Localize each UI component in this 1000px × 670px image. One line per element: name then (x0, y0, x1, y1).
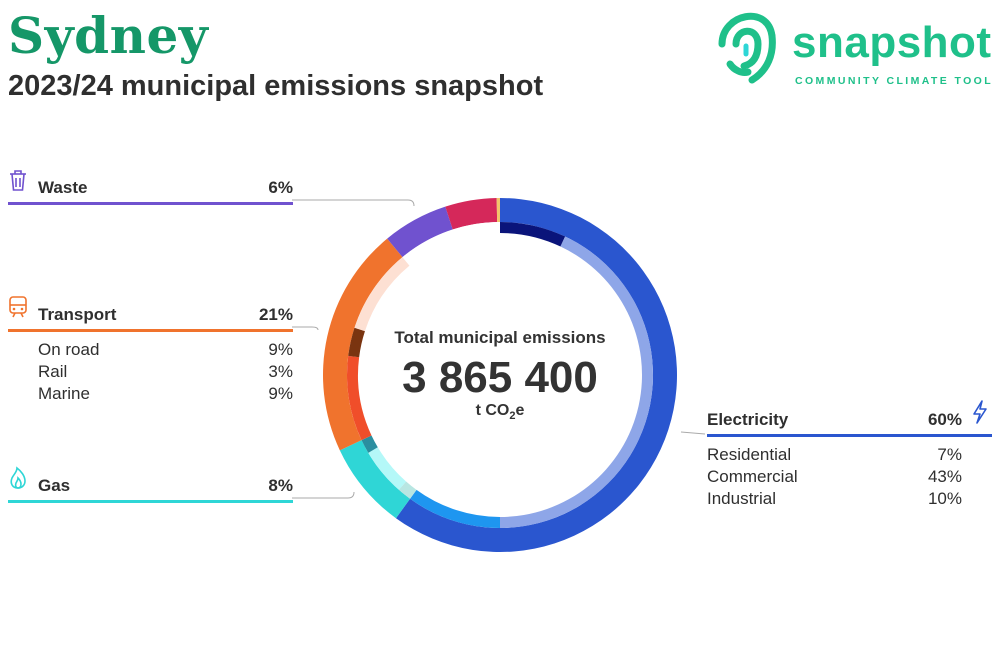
leader-line-transport (292, 326, 319, 331)
inner-ring (347, 222, 653, 528)
outer-ring-slice-segment-5 (496, 198, 500, 223)
leader-line-waste (292, 199, 415, 207)
category-pct-electricity: 60% (927, 410, 962, 429)
page-subtitle: 2023/24 municipal emissions snapshot (8, 70, 544, 102)
category-name-electricity: Electricity (707, 410, 789, 429)
inner-ring-slice-segment-9 (402, 222, 500, 266)
train-icon (9, 296, 27, 318)
outer-ring-slice-gas (339, 440, 411, 519)
unit-prefix: t CO (475, 402, 510, 419)
category-gas: Gas 8% (8, 466, 293, 503)
breakdown-pct: 43% (927, 467, 962, 486)
breakdown-row: Industrial 10% (707, 489, 962, 511)
inner-ring-slice-segment-5 (361, 435, 378, 453)
breakdown-pct: 3% (268, 362, 293, 381)
inner-ring-slice-segment-3 (398, 481, 417, 499)
logo-wordmark: snapshot (792, 18, 992, 67)
breakdown-pct: 7% (937, 445, 962, 464)
breakdown-pct: 10% (927, 489, 962, 508)
electricity-breakdown: Residential 7% Commercial 43% Industrial… (707, 445, 992, 511)
breakdown-name: Commercial (707, 467, 798, 486)
breakdown-row: Commercial 43% (707, 467, 962, 489)
inner-ring-slice-marine (354, 257, 410, 332)
city-title: Sydney (8, 6, 209, 65)
flame-icon (10, 466, 26, 489)
category-electricity: Electricity 60% Residential 7% Commercia… (707, 400, 992, 511)
breakdown-name: Industrial (707, 489, 776, 508)
breakdown-row: On road 9% (8, 340, 293, 362)
inner-ring-slice-rail (348, 327, 365, 358)
category-pct-waste: 6% (268, 178, 293, 197)
category-name-transport: Transport (38, 305, 117, 324)
inner-ring-slice-on-road (347, 355, 372, 441)
category-underline-waste (8, 202, 293, 205)
category-underline-gas (8, 500, 293, 503)
fingerprint-logo-icon (718, 12, 776, 84)
inner-ring-slice-residential (500, 222, 566, 247)
donut-center: Total municipal emissions 3 865 400 t CO… (370, 328, 630, 422)
breakdown-name: Residential (707, 445, 792, 464)
breakdown-name: On road (38, 340, 100, 359)
category-waste: Waste 6% (8, 170, 293, 205)
leader-line-gas (292, 491, 355, 499)
outer-ring-slice-transport (322, 238, 403, 451)
outer-ring-slice-waste (387, 206, 453, 258)
category-pct-gas: 8% (268, 476, 293, 495)
total-unit: t CO2e (370, 402, 630, 422)
outer-ring-slice-electricity (395, 198, 677, 552)
breakdown-pct: 9% (268, 384, 293, 403)
category-name-waste: Waste (38, 178, 88, 197)
logo-tagline: COMMUNITY CLIMATE TOOL (795, 75, 994, 87)
breakdown-row: Rail 3% (8, 362, 293, 384)
lightning-bolt-icon (973, 400, 987, 424)
category-pct-transport: 21% (258, 305, 293, 324)
total-label: Total municipal emissions (394, 328, 606, 347)
breakdown-row: Marine 9% (8, 384, 293, 406)
unit-suffix: e (515, 402, 525, 419)
trash-bin-icon (10, 170, 26, 191)
leader-line-electricity (680, 431, 706, 435)
transport-breakdown: On road 9% Rail 3% Marine 9% (8, 340, 293, 406)
outer-ring (322, 198, 677, 552)
breakdown-pct: 9% (268, 340, 293, 359)
inner-ring-slice-industrial (410, 489, 500, 528)
outer-ring-slice-segment-4 (445, 198, 498, 230)
category-name-gas: Gas (38, 476, 71, 495)
unit-subscript: 2 (509, 410, 516, 423)
breakdown-name: Rail (38, 362, 68, 381)
total-value: 3 865 400 (402, 353, 598, 402)
inner-ring-slice-segment-4 (368, 447, 407, 490)
breakdown-name: Marine (38, 384, 90, 403)
category-underline-transport (8, 329, 293, 332)
category-underline-electricity (707, 434, 992, 437)
leader-lines (292, 199, 706, 499)
category-transport: Transport 21% On road 9% Rail 3% Marine … (8, 296, 293, 406)
breakdown-row: Residential 7% (707, 445, 962, 467)
